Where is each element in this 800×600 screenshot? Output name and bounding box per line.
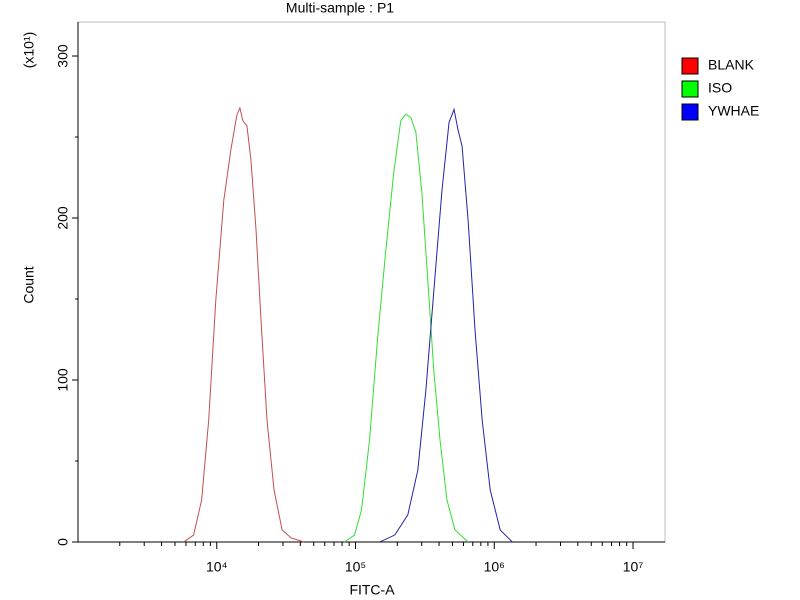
y-multiplier: (x10¹) bbox=[21, 32, 37, 69]
y-axis-label: Count bbox=[21, 266, 37, 303]
y-tick-label: 200 bbox=[55, 206, 71, 230]
x-tick-label: 10⁴ bbox=[206, 559, 228, 575]
histogram-curve bbox=[183, 106, 305, 543]
chart-title: Multi-sample : P1 bbox=[286, 0, 394, 16]
histogram-curve bbox=[379, 107, 513, 543]
y-tick-label: 300 bbox=[55, 44, 71, 68]
legend-swatch bbox=[681, 80, 699, 98]
x-tick-label: 10⁵ bbox=[345, 559, 366, 575]
legend-label: ISO bbox=[708, 80, 732, 96]
histogram-curve bbox=[344, 113, 469, 543]
legend-swatch bbox=[681, 57, 699, 75]
legend-swatch bbox=[681, 103, 699, 121]
x-axis-label: FITC-A bbox=[349, 582, 395, 598]
legend-label: YWHAE bbox=[708, 103, 759, 119]
legend-label: BLANK bbox=[708, 57, 755, 73]
plot-frame bbox=[77, 21, 666, 543]
x-tick-label: 10⁷ bbox=[623, 559, 644, 575]
y-tick-label: 0 bbox=[55, 538, 71, 546]
x-tick-label: 10⁶ bbox=[484, 559, 505, 575]
y-tick-label: 100 bbox=[55, 368, 71, 392]
